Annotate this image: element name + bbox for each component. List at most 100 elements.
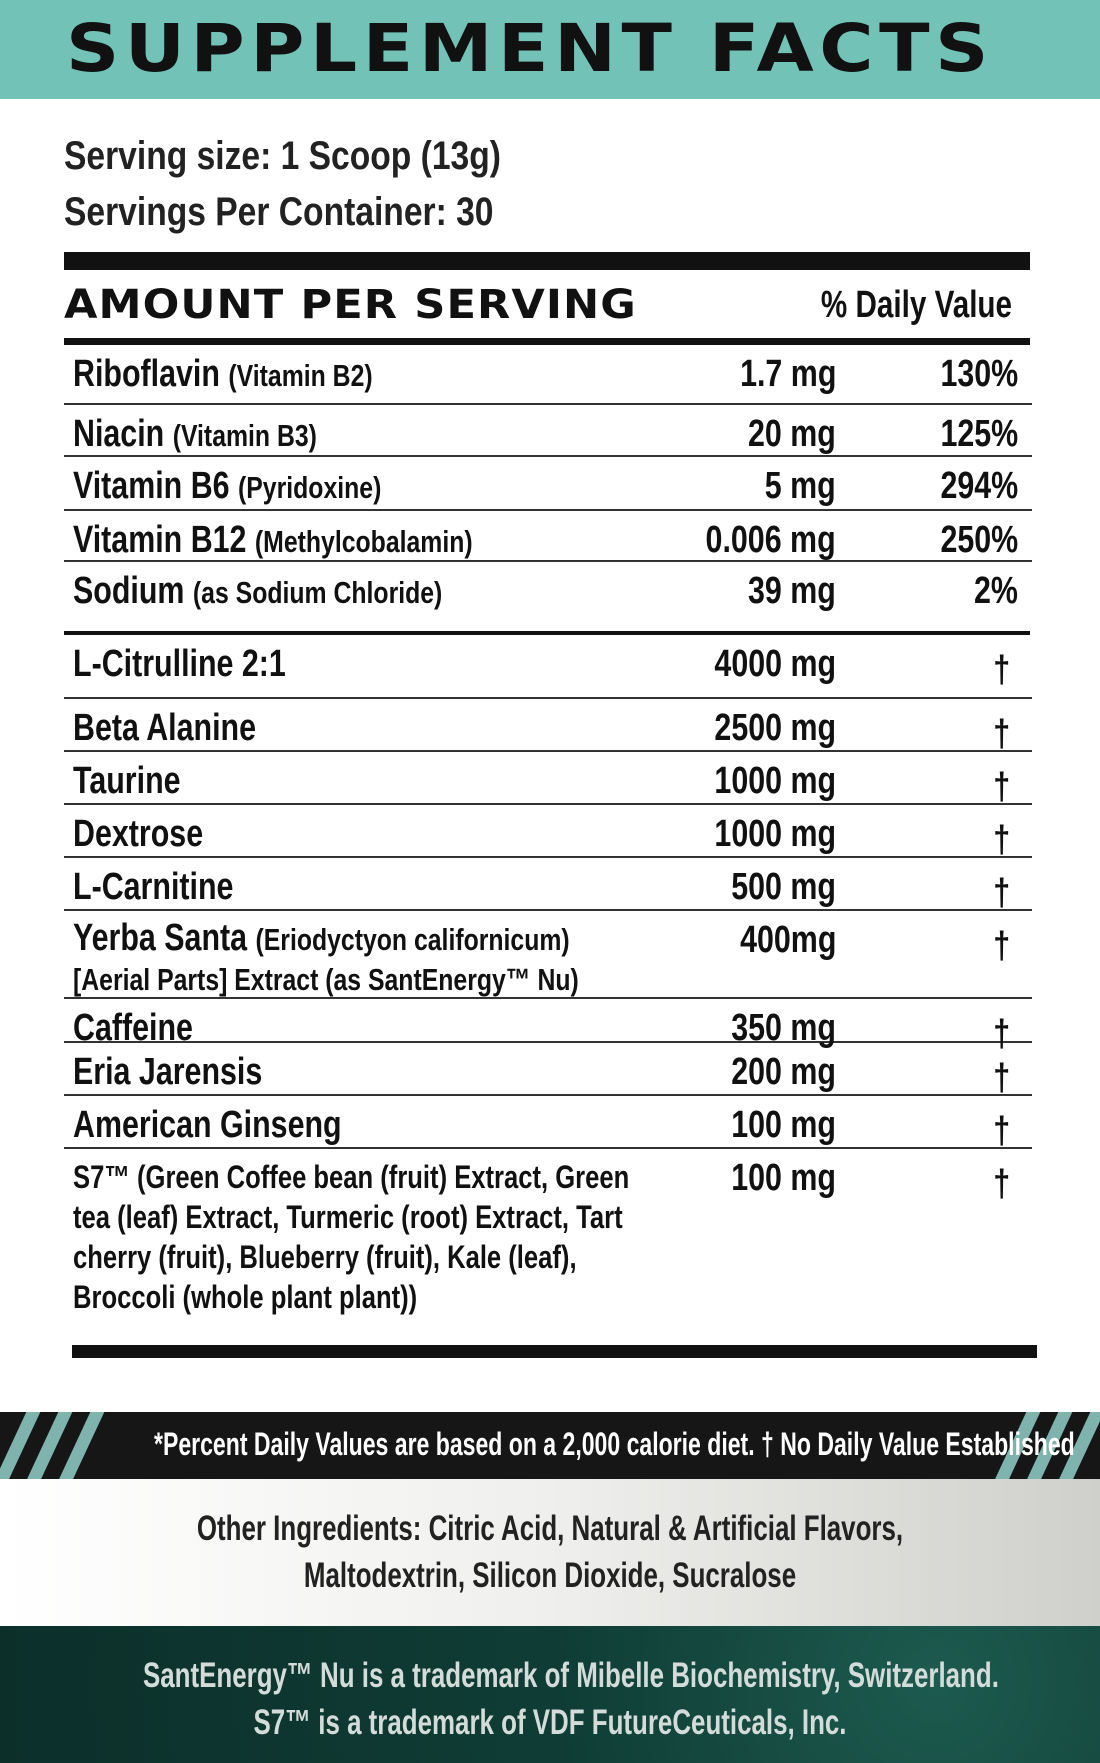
ingredient-name-line2: [Aerial Parts] Extract (as SantEnergy™ N… (73, 962, 579, 997)
ingredient-name-main: S7™ (Green Coffee bean (fruit) Extract, … (73, 1159, 630, 1315)
amount-value: 4000 mg (714, 643, 836, 685)
dagger-mark: † (993, 1013, 1010, 1055)
page-title: SUPPLEMENT FACTS (66, 10, 995, 87)
ingredient-name: Taurine (73, 760, 181, 802)
daily-value-heading: % Daily Value (820, 284, 1012, 326)
table-row: Taurine 1000 mg † (64, 752, 1032, 808)
nutrient-name-detail: (as Sodium Chloride) (192, 575, 443, 610)
footnote-text: *Percent Daily Values are based on a 2,0… (153, 1426, 1075, 1462)
amount-value: 400mg (739, 919, 836, 961)
table-row: L-Citrulline 2:1 4000 mg † (64, 635, 1032, 699)
table-row: Vitamin B6 (Pyridoxine) 5 mg 294% (64, 457, 1032, 511)
ingredient-name: American Ginseng (73, 1104, 342, 1146)
nutrient-name: Vitamin B12 (Methylcobalamin) (73, 519, 473, 563)
ingredient-name: Eria Jarensis (73, 1051, 262, 1093)
nutrient-name-main: Vitamin B6 (73, 465, 230, 507)
table-row: Caffeine 350 mg † (64, 999, 1032, 1055)
daily-value: 125% (940, 413, 1018, 455)
table-row: S7™ (Green Coffee bean (fruit) Extract, … (64, 1149, 1032, 1338)
ingredient-name-main: Beta Alanine (73, 707, 257, 749)
ingredient-name: Beta Alanine (73, 707, 256, 749)
dagger-mark: † (993, 713, 1010, 755)
ingredient-name: Dextrose (73, 813, 203, 855)
dagger-mark: † (993, 819, 1010, 861)
table-row: Sodium (as Sodium Chloride) 39 mg 2% (64, 562, 1032, 629)
dagger-mark: † (993, 1110, 1010, 1152)
nutrient-name-main: Niacin (73, 413, 165, 455)
amount-value: 500 mg (731, 866, 836, 908)
nutrient-name: Niacin (Vitamin B3) (73, 413, 317, 457)
nutrient-name-detail: (Pyridoxine) (238, 470, 382, 505)
nutrient-name-main: Sodium (73, 570, 185, 612)
amount-value: 1000 mg (714, 813, 836, 855)
daily-value: 2% (974, 570, 1018, 612)
divider-section (64, 631, 1030, 635)
other-ingredients-line1: Other Ingredients: Citric Acid, Natural … (196, 1509, 904, 1548)
table-row: Dextrose 1000 mg † (64, 805, 1032, 861)
amount-value: 350 mg (731, 1007, 836, 1049)
ingredient-name-main: Eria Jarensis (73, 1051, 263, 1093)
amount-value: 2500 mg (714, 707, 836, 749)
nutrient-name: Riboflavin (Vitamin B2) (73, 353, 373, 397)
other-ingredients-section: Other Ingredients: Citric Acid, Natural … (0, 1479, 1100, 1626)
ingredient-name-main: Caffeine (73, 1007, 193, 1049)
nutrient-name-detail: (Vitamin B2) (228, 358, 373, 393)
daily-value: 294% (940, 465, 1018, 507)
nutrient-name: Sodium (as Sodium Chloride) (73, 570, 442, 614)
ingredient-name-detail: (Eriodyctyon californicum) (255, 922, 570, 957)
dagger-mark: † (993, 766, 1010, 808)
nutrient-name-detail: (Methylcobalamin) (254, 524, 473, 559)
dagger-mark: † (993, 872, 1010, 914)
trademark-section: SantEnergy™ Nu is a trademark of Mibelle… (0, 1626, 1100, 1763)
table-row: Beta Alanine 2500 mg † (64, 699, 1032, 755)
amount-value: 20 mg (748, 413, 836, 455)
ingredient-name: L-Citrulline 2:1 (73, 643, 286, 685)
ingredient-name-main: Dextrose (73, 813, 204, 855)
amount-per-serving-heading: AMOUNT PER SERVING (64, 282, 637, 328)
ingredient-name-main: Yerba Santa (73, 917, 248, 959)
amount-value: 0.006 mg (705, 519, 836, 561)
other-ingredients-line2: Maltodextrin, Silicon Dioxide, Sucralose (303, 1556, 797, 1595)
table-row: Eria Jarensis 200 mg † (64, 1043, 1032, 1099)
table-row: L-Carnitine 500 mg † (64, 858, 1032, 914)
table-row: Riboflavin (Vitamin B2) 1.7 mg 130% (64, 345, 1032, 405)
amount-value: 100 mg (731, 1157, 836, 1199)
dagger-mark: † (993, 925, 1010, 967)
nutrient-name-main: Vitamin B12 (73, 519, 247, 561)
table-row: Niacin (Vitamin B3) 20 mg 125% (64, 405, 1032, 457)
daily-value: 130% (940, 353, 1018, 395)
daily-value: 250% (940, 519, 1018, 561)
table-row: Yerba Santa (Eriodyctyon californicum) [A… (64, 911, 1032, 999)
dagger-mark: † (993, 1057, 1010, 1099)
footnote-band: *Percent Daily Values are based on a 2,0… (0, 1412, 1100, 1479)
table-row: American Ginseng 100 mg † (64, 1096, 1032, 1152)
ingredient-name: Yerba Santa (Eriodyctyon californicum) [A… (73, 919, 579, 999)
dagger-mark: † (993, 649, 1010, 691)
ingredient-name-main: Taurine (73, 760, 181, 802)
divider-thick (64, 252, 1030, 270)
servings-per-container: Servings Per Container: 30 (64, 190, 494, 234)
nutrient-name-main: Riboflavin (73, 353, 220, 395)
amount-value: 39 mg (748, 570, 836, 612)
divider-bottom (72, 1345, 1037, 1358)
nutrient-name-detail: (Vitamin B3) (172, 418, 317, 453)
divider-medium (64, 338, 1030, 345)
header-banner: SUPPLEMENT FACTS (0, 0, 1100, 99)
ingredient-name-main: L-Carnitine (73, 866, 234, 908)
nutrient-name: Vitamin B6 (Pyridoxine) (73, 465, 381, 509)
dagger-mark: † (993, 1163, 1010, 1205)
ingredient-name-main: American Ginseng (73, 1104, 342, 1146)
trademark-line2: S7™ is a trademark of VDF FutureCeutical… (253, 1703, 847, 1742)
ingredient-name: S7™ (Green Coffee bean (fruit) Extract, … (73, 1157, 633, 1317)
amount-value: 5 mg (765, 465, 836, 507)
serving-size: Serving size: 1 Scoop (13g) (64, 134, 501, 178)
amount-value: 200 mg (731, 1051, 836, 1093)
amount-value: 100 mg (731, 1104, 836, 1146)
ingredient-name-main: L-Citrulline 2:1 (73, 643, 286, 685)
ingredient-name: Caffeine (73, 1007, 193, 1049)
table-row: Vitamin B12 (Methylcobalamin) 0.006 mg 250… (64, 511, 1032, 562)
ingredient-name: L-Carnitine (73, 866, 233, 908)
amount-value: 1000 mg (714, 760, 836, 802)
trademark-line1: SantEnergy™ Nu is a trademark of Mibelle… (143, 1656, 999, 1695)
amount-value: 1.7 mg (739, 353, 836, 395)
